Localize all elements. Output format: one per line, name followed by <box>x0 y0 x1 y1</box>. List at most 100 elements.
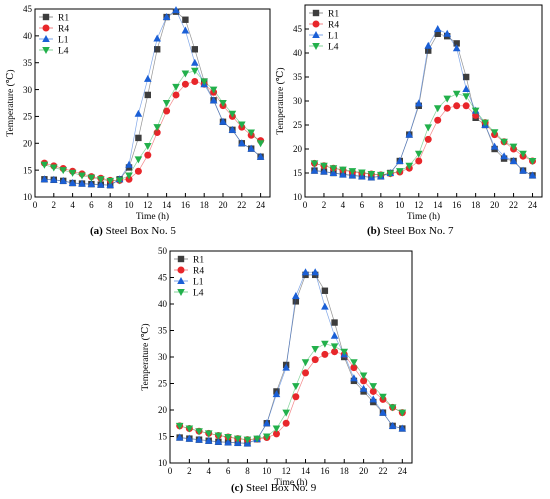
data-point-L1 <box>219 117 227 125</box>
data-point-L4 <box>301 359 310 367</box>
data-point-L4 <box>386 170 395 178</box>
x-tick-label: 14 <box>301 466 311 476</box>
data-point-L4 <box>181 70 190 78</box>
series-line-R1 <box>179 274 403 444</box>
data-point-L1 <box>97 180 105 188</box>
data-point-L4 <box>282 409 290 417</box>
data-point-L4 <box>398 409 407 417</box>
x-tick-label: 16 <box>181 200 191 210</box>
y-tick-label: 20 <box>23 138 33 148</box>
data-point-L1 <box>185 434 194 442</box>
data-point-L4 <box>405 162 414 170</box>
data-point-R1 <box>191 46 198 53</box>
series-R1 <box>41 8 264 189</box>
x-tick-label: 10 <box>125 200 135 210</box>
data-point-L4 <box>481 119 489 127</box>
x-tick-label: 12 <box>282 466 291 476</box>
data-point-R4 <box>453 102 461 110</box>
data-point-L4 <box>209 86 218 94</box>
x-tick-label: 24 <box>398 466 408 476</box>
x-tick-label: 24 <box>256 200 266 210</box>
data-point-L4 <box>358 169 366 177</box>
data-point-L1 <box>191 58 199 66</box>
plot-frame <box>34 8 271 198</box>
x-tick-label: 2 <box>52 200 57 210</box>
data-point-R4 <box>272 430 280 438</box>
x-tick-label: 6 <box>226 466 231 476</box>
y-tick-label: 50 <box>158 246 168 256</box>
data-point-L1 <box>310 166 319 174</box>
data-point-R1 <box>453 40 460 47</box>
data-point-L4 <box>388 404 397 412</box>
x-tick-label: 0 <box>303 200 308 210</box>
data-point-L4 <box>509 143 518 151</box>
x-tick-label: 18 <box>200 200 210 210</box>
x-tick-label: 14 <box>162 200 172 210</box>
data-point-L1 <box>181 26 190 34</box>
data-point-L1 <box>414 99 423 107</box>
y-tick-label: 45 <box>158 273 168 283</box>
data-point-R4 <box>369 387 377 395</box>
data-point-L4 <box>253 435 261 443</box>
y-tick-label: 25 <box>23 112 33 122</box>
data-point-L4 <box>106 177 114 185</box>
legend-marker-L1 <box>312 31 320 38</box>
legend-label-L4: L4 <box>58 47 69 57</box>
series-line-L1 <box>314 28 533 178</box>
legend-label-R4: R4 <box>58 25 69 35</box>
data-point-L4 <box>97 176 105 184</box>
data-point-L1 <box>321 302 329 310</box>
legend-entry-R4: R4 <box>309 20 339 31</box>
data-point-L1 <box>68 179 77 187</box>
data-point-R4 <box>434 116 442 124</box>
data-point-L1 <box>452 44 461 52</box>
x-tick-label: 4 <box>206 466 211 476</box>
data-point-L4 <box>519 150 527 158</box>
data-point-R1 <box>331 319 338 326</box>
chart-panel-c: 0 2 4 6 8 10 12 14 16 18 20 22 24 10 15 20 25 30 35 40 45 50 T… <box>135 246 420 499</box>
data-point-L1 <box>40 175 49 183</box>
data-point-L4 <box>471 107 480 115</box>
y-tick-label: 10 <box>293 192 303 202</box>
x-tick-label: 10 <box>395 200 405 210</box>
data-point-R4 <box>302 369 310 377</box>
y-tick-label: 30 <box>293 96 303 106</box>
data-point-L4 <box>329 165 338 173</box>
chart-b-caption-letter: (b) <box>367 225 381 237</box>
legend-marker-L4 <box>177 289 185 296</box>
data-point-R4 <box>282 419 290 427</box>
data-point-L1 <box>175 433 184 441</box>
data-point-R4 <box>321 350 329 358</box>
series-line-L4 <box>314 93 533 176</box>
data-point-L1 <box>311 268 319 276</box>
data-point-L4 <box>359 372 368 380</box>
data-point-L1 <box>238 139 246 147</box>
y-tick-label: 40 <box>23 31 33 41</box>
y-tick-label: 45 <box>23 4 33 14</box>
legend-marker-R4 <box>312 20 320 28</box>
legend-label-L1: L1 <box>193 278 204 288</box>
x-tick-label: 0 <box>33 200 38 210</box>
chart-b-caption: (b) Steel Box No. 7 <box>367 225 453 237</box>
data-point-L4 <box>172 83 180 91</box>
data-point-L1 <box>301 268 310 276</box>
y-tick-label: 40 <box>293 48 303 58</box>
x-tick-label: 20 <box>490 200 500 210</box>
legend-marker-R4 <box>42 24 50 32</box>
legend-label-R1: R1 <box>58 14 69 24</box>
data-point-L4 <box>424 124 433 132</box>
data-point-L4 <box>433 105 442 113</box>
series-L4 <box>40 67 265 185</box>
x-tick-label: 20 <box>359 466 369 476</box>
series-R4 <box>176 348 406 444</box>
data-point-L4 <box>263 433 271 441</box>
data-point-L1 <box>443 29 451 37</box>
data-point-R1 <box>462 73 470 81</box>
x-axis-label: Time (h) <box>136 211 169 222</box>
data-point-L1 <box>162 13 171 21</box>
chart-a-caption-text: Steel Box No. 5 <box>102 225 176 237</box>
legend-label-R1: R1 <box>193 256 204 266</box>
x-tick-label: 2 <box>322 200 327 210</box>
legend-marker-L4 <box>312 43 320 50</box>
legend-entry-L1: L1 <box>39 35 69 46</box>
